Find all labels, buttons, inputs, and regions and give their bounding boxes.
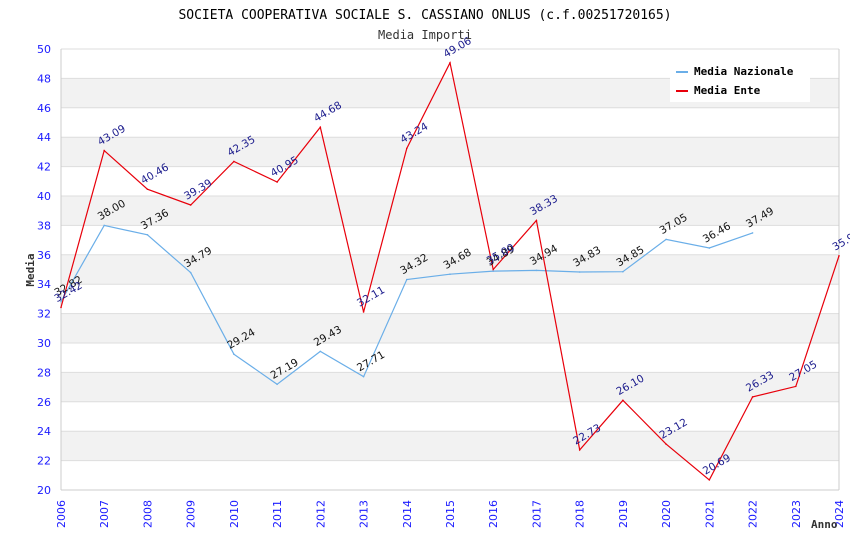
data-point-nazionale [319, 350, 322, 353]
x-tick-label: 2020 [660, 500, 673, 528]
data-point-ente [60, 306, 62, 309]
x-tick-label: 2017 [530, 500, 543, 528]
data-point-nazionale [405, 278, 408, 281]
x-tick-label: 2006 [55, 500, 68, 528]
grid-band [61, 196, 839, 226]
grid-band [61, 137, 839, 167]
y-tick-label: 24 [37, 425, 51, 438]
x-tick-label: 2014 [401, 500, 414, 528]
y-tick-label: 46 [37, 102, 51, 115]
y-tick-label: 48 [37, 72, 51, 85]
x-tick-label: 2019 [617, 500, 630, 528]
data-point-nazionale [708, 247, 711, 249]
x-tick-label: 2015 [444, 500, 457, 528]
series-line-nazionale [60, 224, 753, 386]
data-point-nazionale [189, 271, 192, 274]
x-tick-label: 2008 [141, 500, 154, 528]
data-point-nazionale [578, 271, 581, 273]
data-point-nazionale [362, 375, 365, 378]
x-tick-label: 2022 [747, 500, 760, 528]
data-label-ente: 32.11 [355, 284, 387, 309]
x-tick-label: 2016 [487, 500, 500, 528]
x-tick-label: 2012 [314, 500, 327, 528]
y-tick-label: 40 [37, 190, 51, 203]
data-point-ente [233, 160, 235, 163]
x-tick-labels: 2006 2007 2008 2009 2010 2011 2012 2013 2014 2015… [55, 500, 846, 528]
y-tick-label: 36 [37, 249, 51, 262]
data-label-nazionale: 27.71 [355, 349, 387, 374]
legend: Media Nazionale Media Ente [670, 58, 810, 102]
y-tick-label: 30 [37, 337, 51, 350]
x-tick-label: 2009 [185, 500, 198, 528]
data-point-nazionale [665, 238, 667, 241]
x-tick-label: 2023 [790, 500, 803, 528]
y-axis-label: Media [24, 253, 37, 286]
data-point-nazionale [535, 269, 538, 272]
axes [60, 49, 840, 491]
data-point-ente [838, 255, 840, 257]
data-point-ente [708, 479, 711, 481]
chart-subtitle: Media Importi [378, 28, 472, 42]
data-point-nazionale [233, 353, 235, 355]
data-point-nazionale [492, 270, 495, 272]
x-tick-label: 2021 [703, 500, 716, 528]
y-tick-label: 34 [37, 278, 51, 291]
data-point-nazionale [276, 383, 278, 386]
y-tick-label: 20 [37, 484, 51, 497]
data-point-ente [578, 449, 581, 451]
x-tick-label: 2013 [358, 500, 371, 528]
data-point-ente [103, 149, 106, 152]
grid-bands [61, 78, 839, 461]
grid-band [61, 313, 839, 343]
series-lines [60, 60, 840, 481]
legend-box [670, 58, 810, 102]
data-point-ente [189, 204, 192, 206]
x-tick-label: 2024 [833, 500, 846, 528]
y-tick-label: 50 [37, 43, 51, 56]
data-point-nazionale [60, 300, 62, 303]
y-tick-label: 42 [37, 161, 51, 174]
data-point-ente [535, 219, 538, 222]
data-point-nazionale [103, 224, 106, 227]
y-tick-label: 32 [37, 308, 51, 321]
y-tick-label: 26 [37, 396, 51, 409]
chart-title: SOCIETA COOPERATIVA SOCIALE S. CASSIANO … [178, 8, 671, 23]
data-point-ente [794, 385, 797, 388]
y-tick-labels: 20 22 24 26 28 30 32 34 36 38 40 42 44 46 48 50 [37, 43, 51, 497]
x-tick-label: 2011 [271, 500, 284, 528]
data-point-ente [146, 188, 149, 191]
grid-band [61, 431, 839, 461]
x-tick-label: 2007 [98, 500, 111, 528]
data-label-ente: 35.93 [831, 228, 850, 253]
x-tick-label: 2010 [228, 500, 241, 528]
x-tick-label: 2018 [574, 500, 587, 528]
data-point-ente [751, 396, 754, 398]
y-tick-label: 22 [37, 455, 51, 468]
legend-label-nazionale: Media Nazionale [694, 65, 794, 78]
y-tick-label: 44 [37, 131, 51, 144]
grid-band [61, 372, 839, 402]
data-point-nazionale [146, 234, 149, 236]
y-tick-label: 28 [37, 366, 51, 379]
data-point-ente [622, 399, 624, 402]
data-point-ente [492, 268, 495, 271]
data-point-nazionale [449, 273, 451, 276]
legend-label-ente: Media Ente [694, 84, 761, 97]
x-axis-label: Anno [811, 518, 838, 531]
data-point-ente [449, 62, 451, 64]
grid-band [61, 254, 839, 285]
y-tick-label: 38 [37, 219, 51, 232]
data-point-ente [665, 443, 667, 445]
data-point-ente [362, 311, 365, 313]
data-point-ente [319, 126, 322, 129]
data-point-nazionale [751, 232, 754, 234]
data-point-nazionale [622, 270, 624, 273]
data-point-ente [276, 181, 278, 183]
data-point-ente [405, 147, 408, 150]
